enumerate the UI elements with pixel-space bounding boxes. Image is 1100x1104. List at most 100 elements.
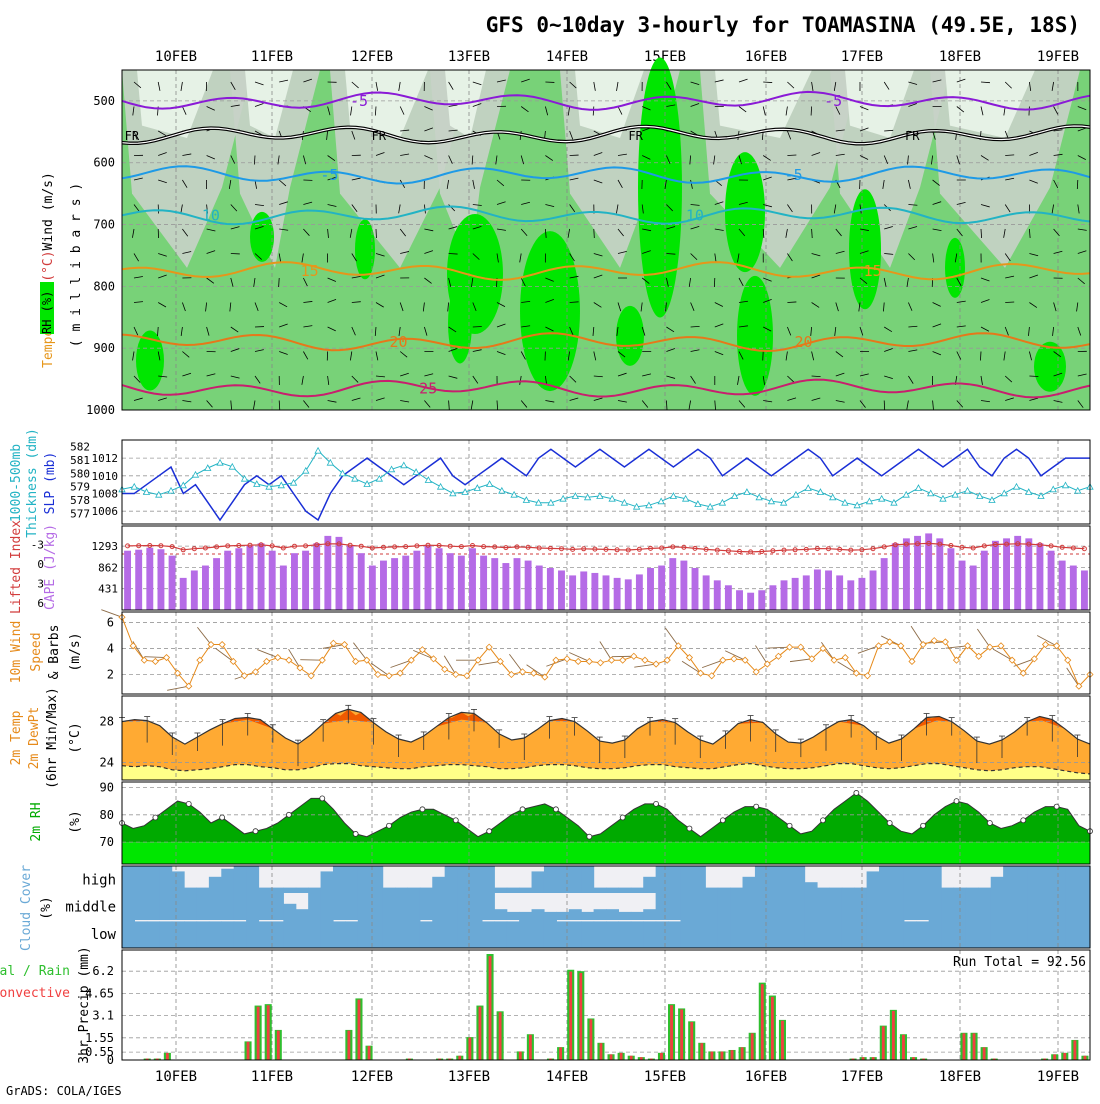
thickness-point [744,489,750,495]
rh2m-axis-labels: 2m RH (%) [29,802,83,841]
cape-bar [625,579,632,610]
thickness-point [830,494,836,500]
precip-convective-bar [892,1011,895,1060]
wind-barb-10m [527,665,545,677]
precip-convective-bar [963,1033,966,1060]
precip-convective-bar [761,984,764,1060]
cape-bar [1070,566,1077,610]
cloud-low-bar [296,920,309,948]
cape-bar [313,543,320,610]
thickness-point [915,485,921,491]
wind10m-panel: 246 [101,610,1093,694]
cloud-middle-bar [432,893,445,920]
temp2m-axis-label: 2m Temp [9,710,24,765]
cape-bar [380,561,387,610]
bottom-date-label: 10FEB [155,1069,197,1085]
wind-barb-10m [167,686,189,690]
cloud-middle-bar [693,893,706,920]
cloud-middle-bar [234,893,247,920]
cloud-middle-bar [966,893,979,920]
cloud-low-bar [718,920,731,948]
wind-speed-point [864,673,870,679]
cloud-low-bar [283,920,296,948]
cloud-high-bar [1016,866,1029,893]
wind-speed-point [219,642,225,648]
cloud-high-bar [469,866,482,893]
cloud-middle-bar [383,893,396,920]
cloud-high-bar [805,882,818,893]
rh2m-point [954,799,959,804]
cloud-middle-bar [879,893,892,920]
cloud-middle-bar [941,893,954,920]
thickness-point [144,489,150,495]
pressure-tick-label: 500 [93,94,115,108]
top-date-label: 14FEB [546,49,588,65]
cape-bar [124,551,131,610]
pressure-axis-label: ( m i l l i b a r s ) [69,183,84,347]
cloud-low-bar [805,920,818,948]
wind-barb-10m [790,659,812,662]
precip-convective-bar [781,1021,784,1060]
precip-convective-bar [721,1052,724,1060]
moist-core [725,152,765,272]
cape-bar [135,550,142,610]
cloud-high-bar [134,866,147,893]
cloud-low-bar [594,921,607,948]
cloud-high-bar [594,888,607,893]
rh2m-point [654,801,659,806]
cape-bar [792,578,799,610]
cape-bar [914,536,921,610]
cloud-middle-bar [345,893,358,920]
isotherm-label: 20 [390,333,408,351]
precip-convective-bar [731,1050,734,1060]
cloud-low-bar [693,920,706,948]
cape-bar [892,543,899,610]
wind-speed-point [942,639,948,645]
cloud-low-bar [1040,920,1053,948]
cloud-middle-bar [569,909,582,920]
cloud-middle-bar [407,893,420,920]
cloud-low-bar [507,921,520,948]
slp-tick-label: 1010 [92,470,119,483]
thickness-point [1001,490,1007,496]
cape-bar [569,575,576,610]
moist-core [355,219,375,279]
rh2m-point [420,807,425,812]
cape-bar [714,580,721,610]
precip-axis-labels: Total / Rain Convective 3hr Precip (mm) … [0,946,1086,1063]
wind10m-axis-labels: 10m Wind Speed & Barbs (m/s) [9,621,83,684]
precip-convective-bar [600,1043,603,1060]
thickness-point [401,462,407,468]
cloud-low-bar [618,921,631,948]
cloud-high-bar [730,888,743,893]
cloud-level-label: high [82,873,116,889]
wind-barb-10m [257,650,277,658]
cloud-high-bar [705,888,718,893]
thickness-axis-label-2: Thickness (dm) [25,428,40,538]
thickness-tick-label: 578 [70,494,90,507]
cloud-low-bar [159,921,172,948]
thickness-point [487,481,493,487]
temp-tick-label: 28 [100,715,114,729]
cape-bar [425,546,432,610]
cloud-high-bar [966,888,979,893]
wind-speed-point [308,673,314,679]
rh2m-point [754,804,759,809]
cloud-high-bar [234,866,247,893]
cloud-low-bar [420,921,433,948]
cloud-low-bar [705,920,718,948]
cloud-middle-bar [780,893,793,920]
cape-bar [936,538,943,610]
precip-tick-label: 3.1 [92,1009,114,1023]
cloud-high-bar [792,866,805,893]
precip-convective-bar [347,1031,350,1060]
wind-tick-label: 4 [107,641,114,655]
cloud-high-bar [1003,866,1016,893]
cloud-high-bar [656,866,669,893]
wind-tick-label: 6 [107,615,114,629]
wind-speed-point [453,671,459,677]
wind-barb [980,352,981,361]
